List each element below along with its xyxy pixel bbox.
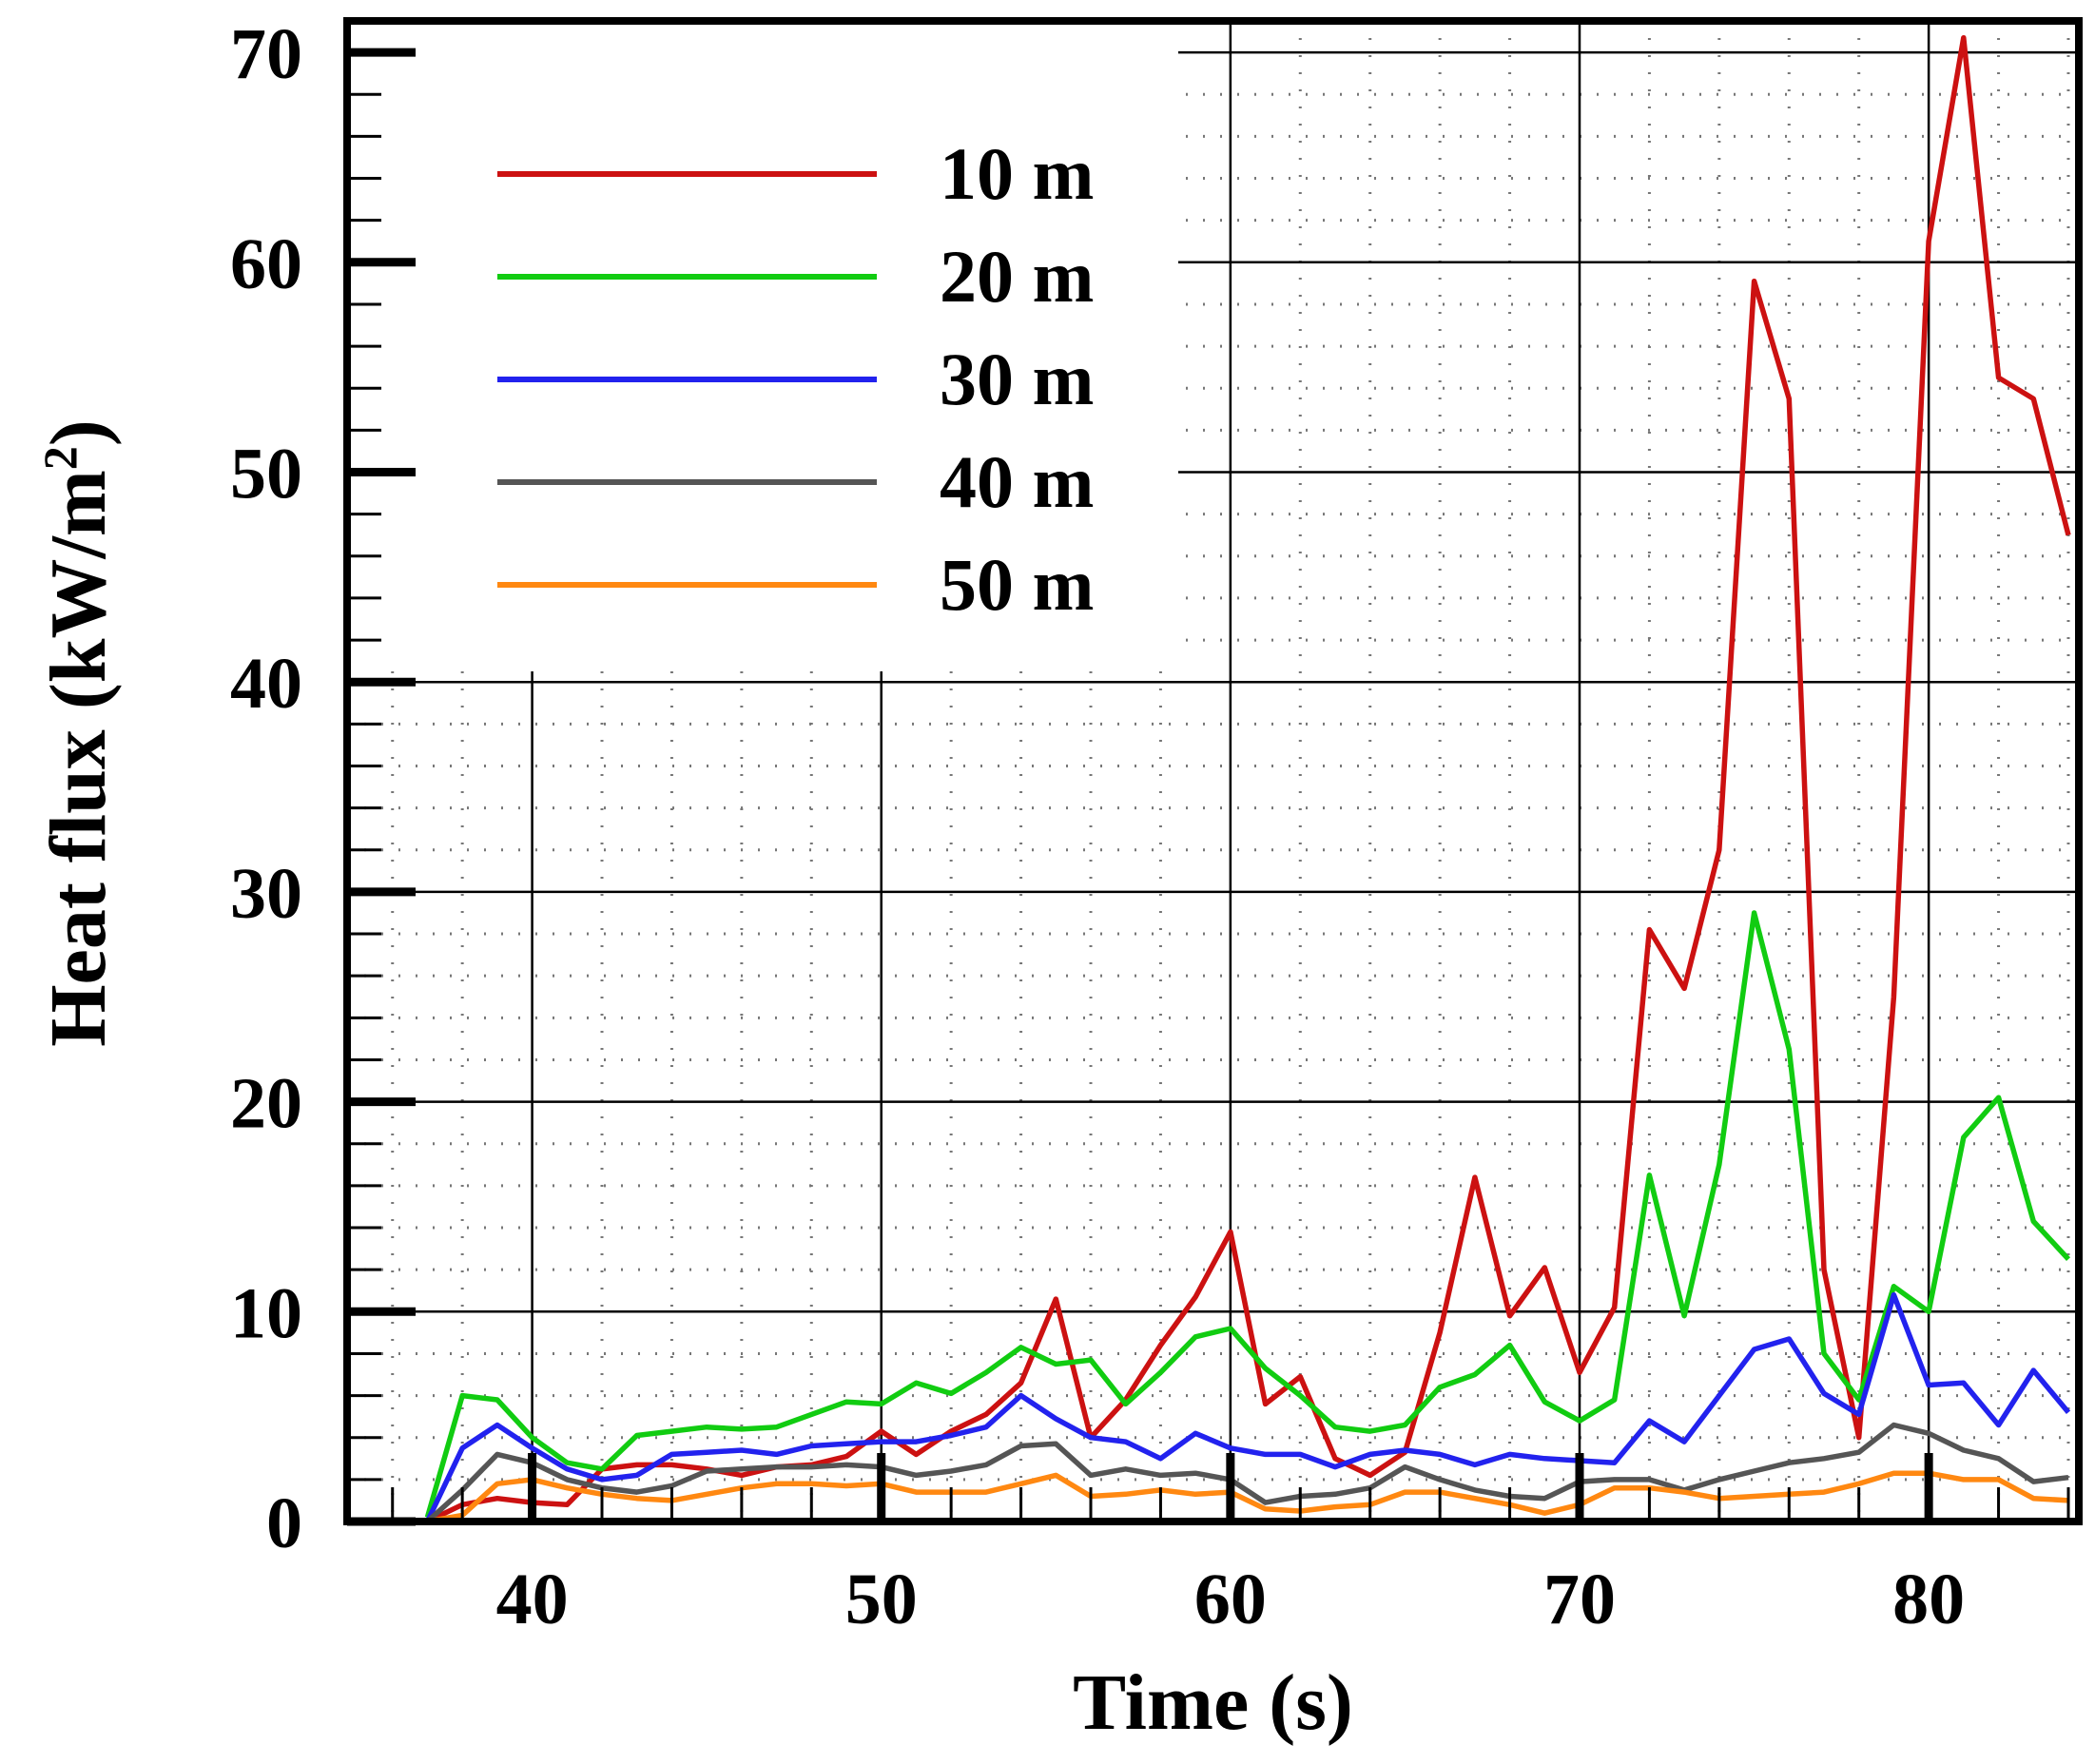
series-line-20m <box>424 910 2071 1519</box>
y-axis-title-superscript: 2 <box>33 446 87 470</box>
x-tick-label: 40 <box>496 1560 569 1639</box>
plot-frame <box>343 17 2083 1525</box>
y-tick-label: 30 <box>230 854 302 934</box>
series-group <box>424 34 2071 1524</box>
y-axis-title: Heat flux (kW/m2) <box>33 419 123 1047</box>
y-tick-label: 20 <box>230 1064 302 1144</box>
series-line-40m <box>425 1422 2069 1524</box>
series-line-10m <box>426 34 2071 1524</box>
y-tick-label: 70 <box>230 14 302 94</box>
y-tick-label: 0 <box>266 1483 302 1563</box>
series-line-30m <box>424 1291 2071 1523</box>
legend-label: 50 m <box>940 543 1094 626</box>
legend-label: 20 m <box>940 235 1094 318</box>
series-line-50m <box>426 1470 2069 1524</box>
x-tick-label: 70 <box>1543 1560 1616 1639</box>
y-axis-title-main: Heat flux (kW/m <box>34 470 123 1047</box>
legend-label: 40 m <box>940 440 1094 523</box>
y-axis-title-end: ) <box>34 419 123 446</box>
axis-ticks <box>347 48 2070 1526</box>
legend: 10 m 20 m 30 m 40 m 50 m <box>497 132 1094 626</box>
x-tick-label: 80 <box>1892 1560 1965 1639</box>
y-tick-label: 60 <box>230 224 302 304</box>
legend-background <box>351 25 1178 671</box>
legend-label: 30 m <box>940 338 1094 420</box>
y-tick-label: 10 <box>230 1273 302 1353</box>
y-tick-label: 40 <box>230 644 302 724</box>
x-tick-label: 50 <box>845 1560 918 1639</box>
legend-label: 10 m <box>940 132 1094 215</box>
y-tick-labels: 0 10 20 30 40 50 60 70 <box>230 14 302 1563</box>
x-axis-title: Time (s) <box>1073 1658 1353 1747</box>
x-tick-labels: 40 50 60 70 80 <box>496 1560 1966 1639</box>
y-tick-label: 50 <box>230 435 302 514</box>
x-tick-label: 60 <box>1194 1560 1267 1639</box>
minor-grid <box>347 21 2079 1522</box>
